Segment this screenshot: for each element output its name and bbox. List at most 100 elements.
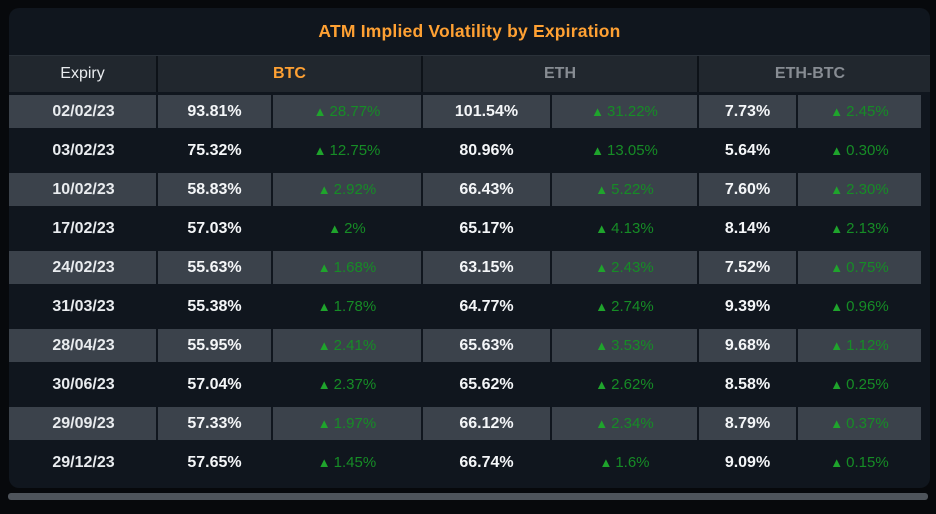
table-row: 29/09/23 57.33% ▲ 1.97% 66.12% ▲ 2.34% 8.7… — [9, 404, 921, 443]
eth-btc-change-value: 0.25% — [846, 376, 889, 393]
up-triangle-icon: ▲ — [830, 182, 844, 197]
btc-change-cell: ▲ 28.77% — [271, 95, 421, 128]
eth-change-value: 1.6% — [615, 454, 650, 471]
btc-change-cell: ▲ 2.92% — [271, 173, 421, 206]
btc-change-cell: ▲ 12.75% — [271, 131, 421, 170]
eth-btc-change-cell: ▲ 2.30% — [796, 173, 921, 206]
eth-value-cell: 64.77% — [459, 297, 514, 315]
eth-btc-change-value: 0.37% — [846, 415, 889, 432]
eth-btc-change-value: 2.30% — [846, 181, 889, 198]
btc-value-cell: 57.33% — [156, 407, 271, 440]
eth-change-cell: ▲ 5.22% — [550, 173, 697, 206]
eth-btc-value-cell: 9.68% — [697, 329, 796, 362]
up-triangle-icon: ▲ — [830, 377, 844, 392]
eth-change-value: 2.74% — [611, 298, 654, 315]
up-triangle-icon: ▲ — [595, 260, 609, 275]
eth-btc-value-cell: 5.64% — [724, 141, 771, 159]
up-triangle-icon: ▲ — [595, 221, 609, 236]
up-triangle-icon: ▲ — [317, 260, 331, 275]
eth-change-value: 2.62% — [611, 376, 654, 393]
page-title: ATM Implied Volatility by Expiration — [318, 21, 621, 41]
btc-value-cell: 57.65% — [187, 453, 242, 471]
eth-change-cell: ▲ 4.13% — [550, 209, 697, 248]
btc-value-cell: 57.03% — [187, 219, 242, 237]
btc-change-value: 2% — [344, 220, 366, 237]
eth-btc-change-value: 2.45% — [846, 103, 889, 120]
table-row: 24/02/23 55.63% ▲ 1.68% 63.15% ▲ 2.43% 7.5… — [9, 248, 921, 287]
up-triangle-icon: ▲ — [317, 377, 331, 392]
btc-change-value: 1.97% — [333, 415, 377, 432]
eth-value-cell: 80.96% — [459, 141, 514, 159]
expiry-cell: 02/02/23 — [9, 95, 156, 128]
btc-change-cell: ▲ 1.97% — [271, 407, 421, 440]
table-row: 03/02/23 75.32% ▲ 12.75% 80.96% ▲ 13.05% 5… — [9, 131, 921, 170]
eth-btc-change-cell: ▲ 0.96% — [796, 287, 921, 326]
up-triangle-icon: ▲ — [328, 221, 342, 236]
table-row: 28/04/23 55.95% ▲ 2.41% 65.63% ▲ 3.53% 9.6… — [9, 326, 921, 365]
up-triangle-icon: ▲ — [830, 104, 844, 119]
horizontal-scrollbar[interactable] — [8, 493, 928, 501]
up-triangle-icon: ▲ — [830, 455, 844, 470]
expiry-cell: 24/02/23 — [9, 251, 156, 284]
expiry-cell: 17/02/23 — [52, 219, 115, 237]
eth-change-value: 13.05% — [607, 142, 658, 159]
btc-change-value: 1.45% — [333, 454, 377, 471]
eth-btc-change-value: 1.12% — [846, 337, 889, 354]
eth-btc-change-cell: ▲ 0.15% — [796, 443, 921, 482]
eth-btc-value-cell: 7.73% — [697, 95, 796, 128]
horizontal-scrollbar-thumb[interactable] — [8, 493, 928, 500]
volatility-widget: ATM Implied Volatility by Expiration Exp… — [9, 8, 930, 488]
eth-btc-value-cell: 7.52% — [697, 251, 796, 284]
eth-change-value: 3.53% — [611, 337, 654, 354]
eth-value-cell: 65.63% — [421, 329, 550, 362]
up-triangle-icon: ▲ — [313, 143, 327, 158]
table-body: 02/02/23 93.81% ▲ 28.77% 101.54% ▲ 31.22% … — [9, 92, 921, 482]
btc-value-cell: 55.63% — [156, 251, 271, 284]
btc-change-cell: ▲ 1.78% — [271, 287, 421, 326]
eth-value-cell: 101.54% — [421, 95, 550, 128]
column-header-eth-btc[interactable]: ETH-BTC — [697, 56, 921, 92]
btc-change-value: 28.77% — [329, 103, 381, 120]
eth-change-value: 31.22% — [607, 103, 658, 120]
eth-change-cell: ▲ 2.62% — [550, 365, 697, 404]
btc-change-cell: ▲ 1.68% — [271, 251, 421, 284]
eth-change-cell: ▲ 2.43% — [550, 251, 697, 284]
btc-value-cell: 75.32% — [187, 141, 242, 159]
up-triangle-icon: ▲ — [591, 143, 604, 158]
btc-change-value: 2.41% — [333, 337, 377, 354]
eth-value-cell: 66.74% — [459, 453, 514, 471]
expiry-cell: 03/02/23 — [52, 141, 115, 159]
table-header-row: Expiry BTC ETH ETH-BTC — [9, 55, 930, 92]
eth-value-cell: 63.15% — [421, 251, 550, 284]
up-triangle-icon: ▲ — [830, 338, 844, 353]
column-header-eth[interactable]: ETH — [421, 56, 697, 92]
eth-btc-change-cell: ▲ 2.45% — [796, 95, 921, 128]
up-triangle-icon: ▲ — [599, 455, 613, 470]
table-row: 17/02/23 57.03% ▲ 2% 65.17% ▲ 4.13% 8.14% … — [9, 209, 921, 248]
eth-change-value: 2.43% — [611, 259, 654, 276]
btc-value-cell: 57.04% — [187, 375, 242, 393]
eth-value-cell: 66.43% — [421, 173, 550, 206]
up-triangle-icon: ▲ — [830, 143, 844, 158]
eth-btc-change-value: 0.75% — [846, 259, 889, 276]
up-triangle-icon: ▲ — [830, 416, 844, 431]
column-header-btc[interactable]: BTC — [156, 56, 421, 92]
up-triangle-icon: ▲ — [591, 104, 604, 119]
eth-change-value: 4.13% — [611, 220, 654, 237]
up-triangle-icon: ▲ — [317, 455, 331, 470]
btc-change-cell: ▲ 2.37% — [271, 365, 421, 404]
btc-change-cell: ▲ 2% — [271, 209, 421, 248]
btc-value-cell: 93.81% — [156, 95, 271, 128]
btc-change-cell: ▲ 1.45% — [271, 443, 421, 482]
eth-btc-value-cell: 9.39% — [724, 297, 771, 315]
table-row: 30/06/23 57.04% ▲ 2.37% 65.62% ▲ 2.62% 8.5… — [9, 365, 921, 404]
eth-change-cell: ▲ 1.6% — [550, 443, 697, 482]
eth-btc-change-value: 0.96% — [846, 298, 889, 315]
widget-title-bar: ATM Implied Volatility by Expiration — [9, 8, 930, 55]
eth-btc-change-value: 2.13% — [846, 220, 889, 237]
expiry-cell: 29/09/23 — [9, 407, 156, 440]
eth-change-cell: ▲ 31.22% — [550, 95, 697, 128]
up-triangle-icon: ▲ — [830, 221, 844, 236]
up-triangle-icon: ▲ — [317, 299, 331, 314]
expiry-cell: 31/03/23 — [52, 297, 115, 315]
